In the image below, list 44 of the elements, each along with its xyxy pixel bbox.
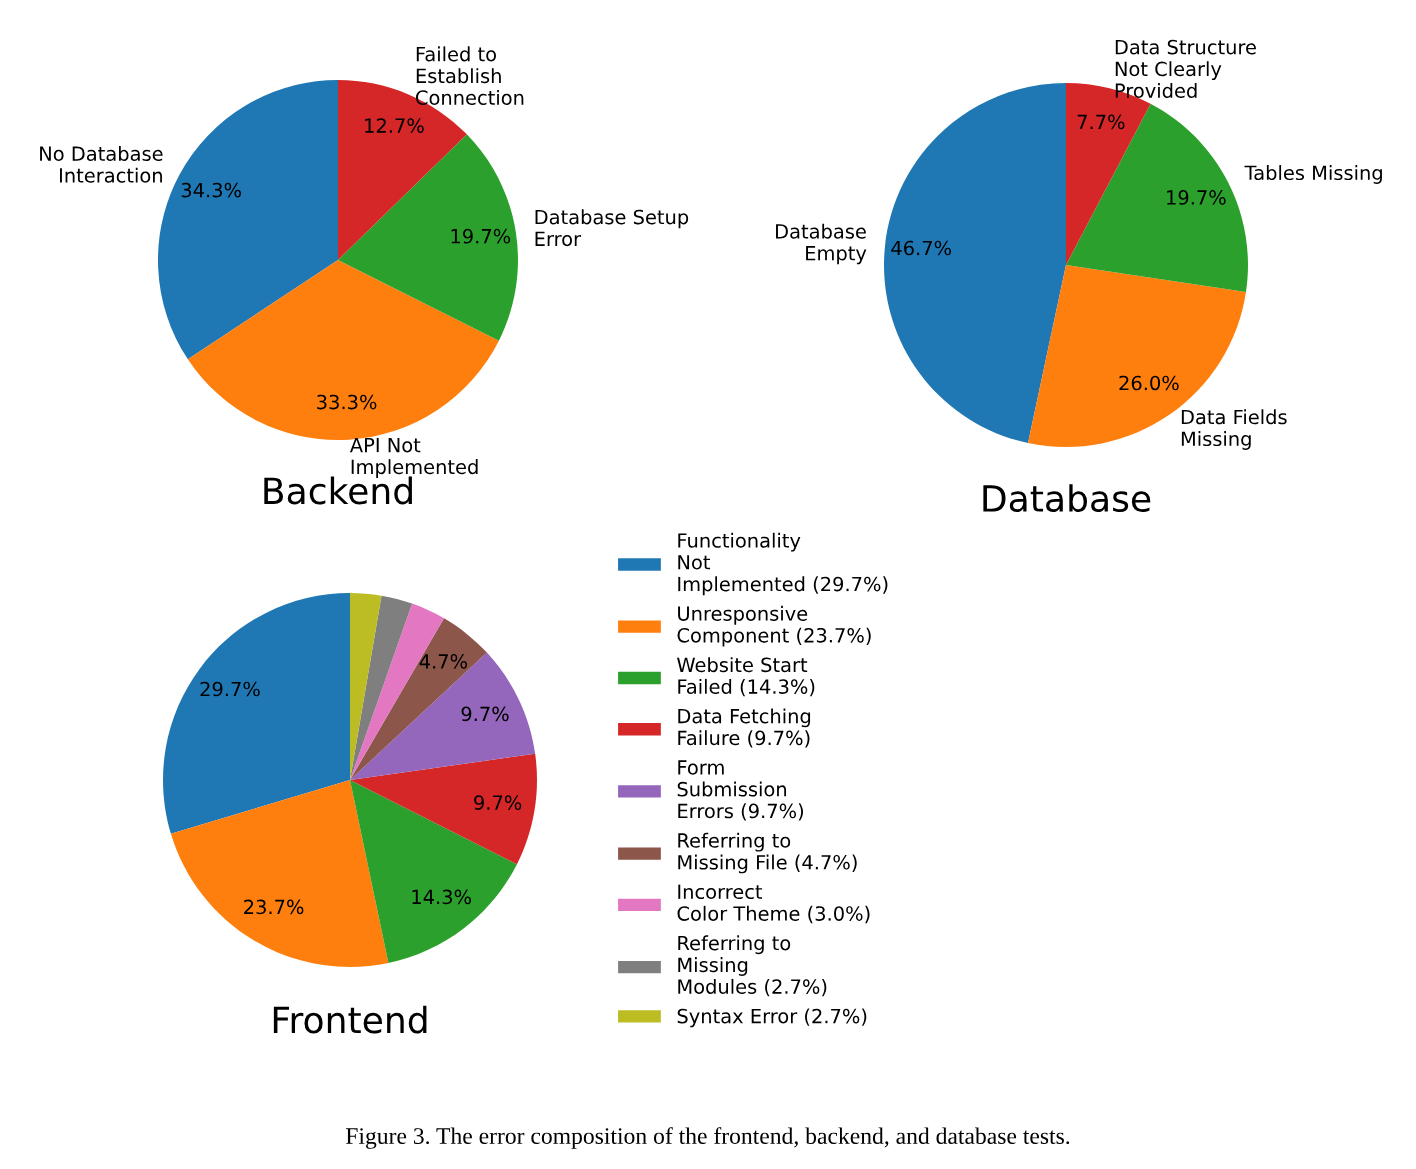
slice-label: Database Setup Error (535, 209, 689, 247)
data-label: 19.7% (1167, 190, 1226, 205)
legend-label: Referring to Missing File (4.7%) (678, 832, 857, 874)
legend-label: Incorrect Color Theme (3.0%) (677, 884, 870, 924)
data-label: 33.3% (317, 394, 377, 410)
text: Database (983, 484, 1151, 513)
pie-slice (163, 593, 350, 834)
data-label: 46.7% (891, 240, 952, 256)
slice-label: Data Structure Not Clearly Provided (1115, 39, 1256, 99)
pie-slice (350, 593, 382, 780)
data-label: 4.7% (419, 654, 468, 669)
pie-slice (170, 780, 389, 967)
data-label: 7.7% (1077, 114, 1125, 130)
slice-label: Tables Missing (1244, 165, 1382, 184)
data-label: 9.7% (461, 706, 509, 722)
text: Frontend (273, 1005, 427, 1034)
legend-label: Syntax Error (2.7%) (677, 1008, 867, 1028)
pie-slice (884, 83, 1066, 443)
slice-label: API Not Implemented (349, 437, 478, 478)
legend-label: Unresponsive Component (23.7%) (677, 605, 871, 647)
data-label: 26.0% (1119, 375, 1179, 391)
legend-label: Website Start Failed (14.3%) (677, 657, 815, 697)
pie-slice (350, 753, 537, 865)
slice-label: Data Fields Missing (1181, 409, 1287, 450)
data-label: 14.3% (412, 889, 471, 905)
slice-label: No Database Interaction (40, 145, 163, 183)
slice-label: Database Empty (776, 223, 867, 265)
pie-slice (338, 134, 518, 341)
data-label: 23.7% (244, 899, 304, 915)
pie-slice (187, 260, 499, 440)
data-label: 29.7% (200, 681, 260, 697)
legend-label: Referring to Missing Modules (2.7%) (678, 935, 827, 997)
data-label: 19.7% (451, 228, 511, 244)
data-label: 34.3% (181, 182, 241, 198)
data-label: 12.7% (365, 118, 424, 133)
legend-label: Functionality Not Implemented (29.7%) (678, 532, 888, 596)
text: Backend (264, 476, 412, 505)
legend-label: Form Submission Errors (9.7%) (677, 760, 804, 821)
caption: Figure 3. The error composition of the frontend, backend, and database tests. (345, 1127, 1070, 1149)
pie-slice (350, 595, 413, 780)
data-label: 9.7% (474, 795, 522, 810)
pie-slice (350, 652, 536, 780)
slice-label: Failed to Establish Connection (416, 46, 524, 105)
legend-label: Data Fetching Failure (9.7%) (678, 708, 811, 748)
